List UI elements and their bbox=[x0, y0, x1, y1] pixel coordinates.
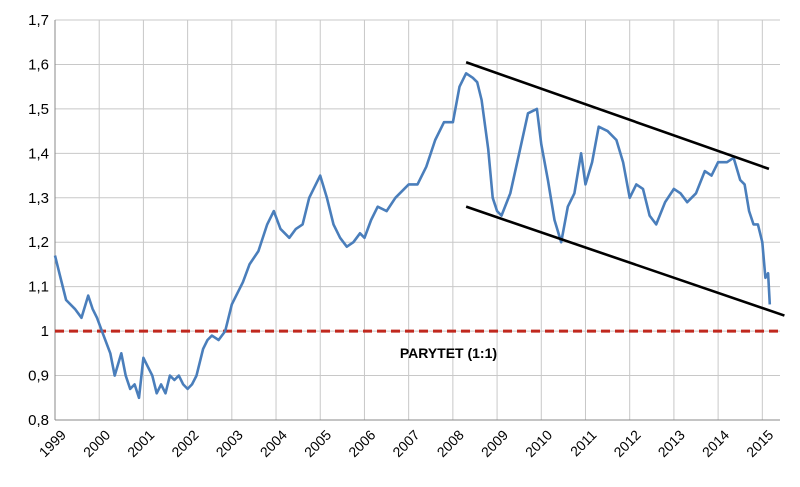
series-line bbox=[53, 72, 772, 400]
x-tick-label: 2005 bbox=[301, 427, 334, 460]
trend-line-upper bbox=[465, 60, 770, 171]
x-axis-ticks: 1999 2000 2001 2002 2003 2004 2005 2006 2007 2008… bbox=[36, 427, 777, 460]
x-tick-label: 2004 bbox=[257, 427, 290, 460]
y-tick-label: 1,1 bbox=[28, 279, 49, 296]
x-tick-label: 2013 bbox=[655, 427, 688, 460]
grid bbox=[54, 19, 780, 421]
x-tick-label: 2015 bbox=[743, 427, 776, 460]
x-tick-label: 2003 bbox=[213, 427, 246, 460]
x-tick-label: 2009 bbox=[478, 427, 511, 460]
reference-layer: PARYTET (1:1) bbox=[55, 329, 780, 361]
y-tick-label: 1,5 bbox=[28, 101, 49, 118]
x-tick-label: 2010 bbox=[522, 427, 555, 460]
x-tick-label: 2014 bbox=[699, 427, 732, 460]
x-tick-label: 2011 bbox=[567, 427, 600, 460]
x-tick-label: 2006 bbox=[345, 427, 378, 460]
x-tick-label: 1999 bbox=[36, 427, 69, 460]
y-tick-label: 1,2 bbox=[28, 234, 49, 251]
parity-label: PARYTET (1:1) bbox=[400, 345, 497, 361]
x-tick-label: 2001 bbox=[124, 427, 157, 460]
x-tick-label: 2007 bbox=[389, 427, 422, 460]
y-tick-label: 1,4 bbox=[28, 145, 49, 162]
y-tick-label: 0,9 bbox=[28, 368, 49, 385]
y-tick-label: 1,6 bbox=[28, 56, 49, 73]
x-tick-label: 2012 bbox=[610, 427, 643, 460]
x-tick-label: 2000 bbox=[80, 427, 113, 460]
x-tick-label: 2002 bbox=[168, 427, 201, 460]
y-axis-ticks: 0,8 0,9 1 1,1 1,2 1,3 1,4 1,5 1,6 1,7 bbox=[28, 12, 49, 429]
x-tick-label: 2008 bbox=[434, 427, 467, 460]
trend-layer bbox=[465, 60, 785, 317]
y-tick-label: 1 bbox=[41, 323, 49, 340]
series-layer bbox=[53, 72, 772, 400]
trend-line-lower bbox=[465, 205, 785, 317]
y-tick-label: 0,8 bbox=[28, 412, 49, 429]
y-tick-label: 1,3 bbox=[28, 190, 49, 207]
y-tick-label: 1,7 bbox=[28, 12, 49, 29]
